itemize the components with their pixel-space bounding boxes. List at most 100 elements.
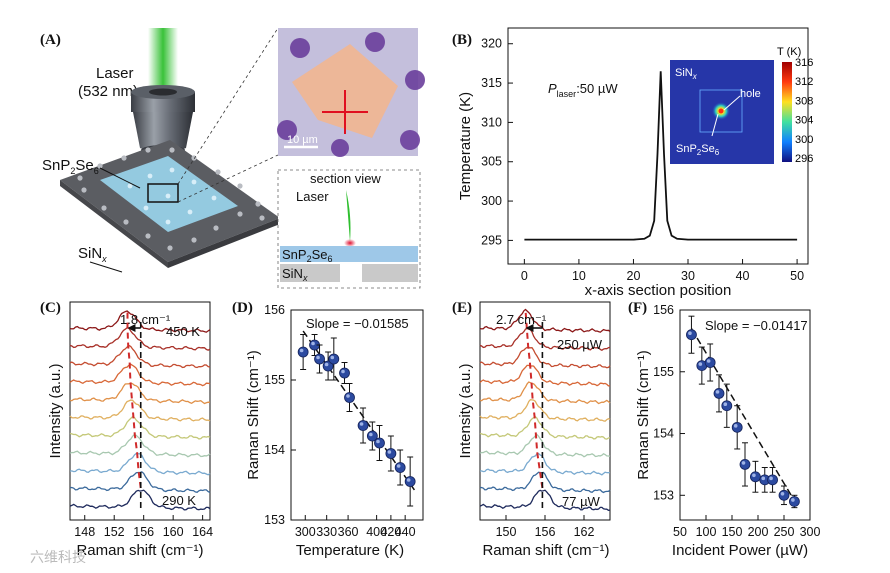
plot-d-data-point (328, 353, 340, 365)
plot-f-xtick-label: 100 (696, 525, 717, 539)
plot-f-slope: Slope = −0.01417 (705, 318, 808, 333)
xtick-label: 148 (74, 525, 95, 539)
spectrum-line (479, 452, 611, 476)
plot-c-bottom-label: 290 K (162, 493, 196, 508)
panel-a-label: (A) (40, 32, 61, 48)
xtick-label: 150 (496, 525, 517, 539)
colorbar (782, 62, 792, 162)
plot-d-data-point-highlight (406, 478, 411, 482)
plot-d-data-point-highlight (396, 464, 401, 468)
peak-shift-trace (126, 310, 142, 489)
panel-d-label: (D) (232, 300, 253, 316)
panel-e-label: (E) (452, 300, 472, 316)
shift-arrow-head (127, 324, 136, 332)
plot-f-data-point-highlight (791, 498, 795, 502)
panel-a: (A) Laser (532 nm) (40, 27, 425, 289)
plot-d-xtick-label: 400 (366, 525, 387, 539)
plot-f-data-point-highlight (698, 362, 703, 366)
temperature-profile-line (524, 71, 798, 241)
plot-c-frame (69, 301, 211, 521)
laser-wavelength: (532 nm) (78, 83, 138, 100)
laser-power-label: Plaser:50 µW (548, 81, 618, 99)
panel-c: (C) 148 152 156 160 164 Raman shift (cm⁻¹) I… (40, 300, 213, 559)
plot-d-ytick-label: 154 (264, 443, 285, 457)
plot-b-xtick-label: 20 (627, 269, 641, 283)
spectrum-line (69, 382, 211, 405)
panel-f-label: (F) (628, 300, 647, 316)
xtick-label: 162 (574, 525, 595, 539)
spectrum-line (479, 308, 611, 333)
plot-d-ytick-label: 156 (264, 303, 285, 317)
plot-b-ytick-label: 310 (481, 115, 502, 129)
inset-snp2se6-label: SnP2Se6 (676, 143, 720, 157)
laser-label: Laser (96, 65, 134, 82)
plot-d-xtick-label: 300 (295, 525, 316, 539)
thermal-map-inset: SiNx hole SnP2Se6 T (K) 316 312 308 304 300 2… (670, 46, 813, 165)
shift-arrow-head (525, 324, 534, 332)
colorbar-tick-label: 304 (795, 115, 813, 127)
plot-d-xtick-label: 330 (316, 525, 337, 539)
plot-d-data-point (297, 346, 309, 358)
colorbar-tick-label: 296 (795, 153, 813, 165)
plot-d-data-point-highlight (311, 341, 315, 346)
plot-b-xtick-label: 50 (790, 269, 804, 283)
spectrum-line (69, 344, 211, 369)
plot-b-xtick-label: 10 (572, 269, 586, 283)
plot-b-ytick-label: 295 (481, 233, 502, 247)
plot-f-ytick-label: 153 (653, 488, 674, 502)
plot-f-data-point-highlight (761, 476, 766, 481)
plot-f-data-point-highlight (715, 390, 720, 394)
plot-d-data-point-highlight (316, 355, 320, 360)
spectrum-line (69, 489, 211, 511)
plot-f-data-point-highlight (706, 359, 711, 363)
plot-b-ytick-label: 315 (481, 76, 502, 90)
plot-d-xtick-label: 440 (395, 525, 416, 539)
plot-d-data-point (314, 353, 325, 365)
plot-d-xtick-label: 360 (338, 525, 359, 539)
section-sinx-label: SiNx (282, 266, 308, 283)
plot-d-data-point-highlight (346, 394, 350, 398)
plot-f-xtick-label: 50 (673, 525, 687, 539)
plot-d-data-point (357, 420, 369, 431)
plot-d-data-point (374, 437, 385, 449)
panel-c-label: (C) (40, 300, 61, 316)
sinx-label: SiNx (78, 245, 107, 264)
plot-f-data-point-highlight (723, 402, 728, 407)
spectrum-line (479, 399, 611, 422)
plot-f-data-point (778, 489, 790, 501)
spectrum-line (479, 346, 611, 369)
plot-d-slope: Slope = −0.01585 (306, 316, 409, 331)
plot-b-ytick-label: 305 (481, 155, 502, 169)
plot-b-xlabel: x-axis section position (585, 282, 732, 299)
plot-f-xtick-label: 200 (748, 525, 769, 539)
colorbar-tick-label: 316 (795, 57, 813, 69)
section-laser-label: Laser (296, 189, 329, 204)
plot-d-ylabel: Raman Shift (cm⁻¹) (245, 350, 262, 480)
plot-f-xtick-label: 250 (774, 525, 795, 539)
plot-f-xtick-label: 300 (800, 525, 821, 539)
spectrum-line (479, 364, 611, 387)
plot-f-data-point-highlight (752, 473, 756, 478)
plot-d-data-point (339, 367, 350, 379)
plot-b-xtick-label: 0 (521, 269, 528, 283)
colorbar-tick-label: 300 (795, 134, 813, 146)
colorbar-title: T (K) (777, 46, 801, 58)
plot-f-data-point (739, 459, 751, 470)
plot-d-data-point-highlight (359, 422, 364, 426)
panel-b: (B) 0 10 20 30 40 50 295 300 305 310 315 320 Plaser… (452, 27, 813, 299)
panel-b-label: (B) (452, 32, 472, 48)
plot-f-data-point-highlight (733, 424, 738, 428)
section-snp2se6-label: SnP2Se6 (282, 247, 333, 264)
plot-d-data-point (404, 476, 416, 487)
plot-d-data-point-highlight (341, 369, 345, 374)
plot-f-ytick-label: 155 (653, 365, 674, 379)
spectrum-line (479, 433, 611, 458)
plot-e-shift: 2.7 cm⁻¹ (496, 312, 547, 327)
colorbar-tick-label: 308 (795, 95, 813, 107)
snp2se6-label: SnP2Se6 (42, 157, 99, 176)
panel-e: (E) 150 156 162 Raman shift (cm⁻¹) Intensi… (452, 300, 611, 559)
plot-b-frame (507, 27, 809, 265)
xtick-label: 152 (104, 525, 125, 539)
